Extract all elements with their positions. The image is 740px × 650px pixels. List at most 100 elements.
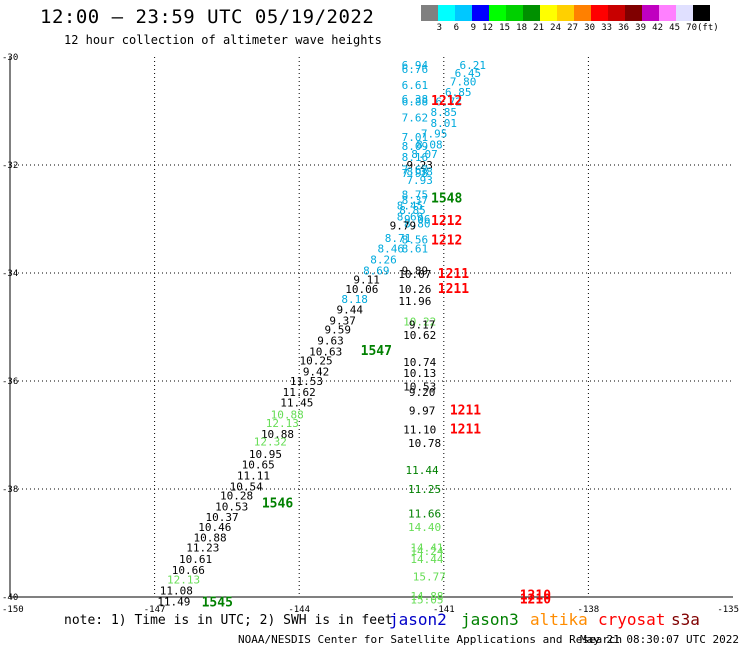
wave-height-point: 11.53 — [290, 375, 323, 388]
wave-height-point: 6.76 — [402, 63, 429, 76]
x-tick-label: -150 — [2, 605, 24, 615]
wave-height-point: 10.22 — [403, 316, 436, 329]
color-scale-label: 3 — [436, 23, 442, 33]
color-scale-label: 24 — [550, 23, 561, 33]
wave-height-point: 11.10 — [403, 424, 436, 437]
wave-height-point: 10.88 — [261, 428, 294, 441]
time-label: 1212 — [431, 94, 462, 109]
y-tick-label: -34 — [2, 269, 18, 279]
wave-height-point: 10.53 — [215, 500, 248, 513]
color-scale-label: 36 — [618, 23, 629, 33]
time-label: 1210 — [520, 593, 551, 608]
color-swatch — [557, 5, 574, 21]
wave-height-point: 11.96 — [398, 295, 431, 308]
wave-height-point: 7.95 — [421, 128, 448, 141]
color-scale-label: 12 — [482, 23, 493, 33]
wave-height-point: 6.38 — [402, 93, 429, 106]
wave-height-point: 10.13 — [403, 367, 436, 380]
time-label: 1546 — [262, 497, 293, 512]
wave-height-point: 9.20 — [409, 386, 436, 399]
wave-height-point: 12.13 — [266, 417, 299, 430]
wave-height-point: 6.72 — [435, 95, 462, 108]
color-scale-label: 30 — [584, 23, 595, 33]
wave-height-point: 14.24 — [410, 545, 443, 558]
legend-jason2: jason2 — [389, 610, 447, 629]
x-tick-label: -135 — [717, 605, 739, 615]
y-tick-label: -30 — [2, 53, 18, 63]
wave-height-point: 9.44 — [337, 304, 364, 317]
color-swatch — [608, 5, 625, 21]
chart-title: 12:00 — 23:59 UTC 05/19/2022 — [40, 6, 375, 28]
wave-height-point: 7.80 — [450, 75, 477, 88]
wave-height-point: 10.74 — [403, 356, 436, 369]
time-label: 1212 — [431, 234, 462, 249]
color-swatch — [574, 5, 591, 21]
wave-height-point: 9.11 — [353, 273, 380, 286]
wave-height-point: 8.08 — [416, 138, 443, 151]
wave-height-point: 8.26 — [370, 254, 397, 267]
wave-height-point: 6.88 — [402, 95, 429, 108]
legend-cryosat: cryosat — [598, 610, 666, 629]
units-note: note: 1) Time is in UTC; 2) SWH is in fe… — [64, 613, 393, 628]
wave-height-point: 8.07 — [411, 148, 438, 161]
wave-height-point: 7.01 — [402, 131, 429, 144]
wave-height-point: 7.98 — [402, 167, 429, 180]
x-tick-label: -144 — [288, 605, 310, 615]
wave-height-point: 10.63 — [309, 345, 342, 358]
y-tick-label: -32 — [2, 161, 18, 171]
color-swatch — [506, 5, 523, 21]
time-label: 1212 — [431, 214, 462, 229]
wave-height-point: 9.17 — [409, 318, 436, 331]
wave-height-point: 8.56 — [402, 234, 429, 247]
wave-height-point: 10.28 — [220, 489, 253, 502]
color-swatch — [591, 5, 608, 21]
color-swatch — [642, 5, 659, 21]
wave-height-point: 7.62 — [402, 111, 429, 124]
wave-height-point: 7.67 — [402, 163, 429, 176]
wave-height-point: 8.71 — [385, 232, 412, 245]
wave-height-point: 15.77 — [413, 570, 446, 583]
credit-line: NOAA/NESDIS Center for Satellite Applica… — [238, 633, 623, 646]
time-label: 1210 — [520, 588, 551, 603]
wave-height-point: 9.59 — [325, 324, 352, 337]
wave-height-point: 9.42 — [303, 365, 330, 378]
wave-height-point: 10.88 — [271, 408, 304, 421]
time-label: 1545 — [202, 595, 233, 610]
wave-height-point: 6.94 — [402, 59, 429, 72]
wave-height-point: 8.09 — [402, 140, 429, 153]
legend-altika: altika — [530, 610, 588, 629]
color-scale-label: 6 — [453, 23, 459, 33]
x-tick-label: -147 — [144, 605, 166, 615]
color-scale-label: 9 — [470, 23, 476, 33]
wave-height-point: 9.63 — [317, 335, 344, 348]
color-swatch — [540, 5, 557, 21]
wave-height-point: 8.45 — [397, 200, 424, 213]
time-label: 1211 — [450, 404, 481, 419]
color-swatch — [421, 5, 438, 21]
wave-height-point: 8.61 — [402, 243, 429, 256]
x-tick-label: -141 — [433, 605, 455, 615]
color-scale-label: 45 — [669, 23, 680, 33]
wave-height-point: 6.21 — [459, 59, 486, 72]
color-swatch — [523, 5, 540, 21]
wave-height-point: 12.32 — [254, 435, 287, 448]
color-swatch — [489, 5, 506, 21]
time-label: 1547 — [361, 344, 392, 359]
wave-height-point: 11.11 — [237, 470, 270, 483]
wave-height-point: 10.65 — [242, 459, 275, 472]
legend-jason3: jason3 — [461, 610, 519, 629]
x-tick-label: -138 — [578, 605, 600, 615]
wave-height-point: 8.18 — [341, 293, 368, 306]
wave-height-point: 6.45 — [455, 67, 482, 80]
y-tick-label: -40 — [2, 593, 18, 603]
wave-height-point: 8.46 — [378, 243, 405, 256]
color-swatch — [625, 5, 642, 21]
color-swatch — [455, 5, 472, 21]
color-scale-label: 15 — [499, 23, 510, 33]
wave-height-point: 11.66 — [408, 507, 441, 520]
wave-height-point: 10.26 — [398, 283, 431, 296]
wave-height-point: 9.79 — [390, 219, 417, 232]
wave-height-point: 11.44 — [406, 464, 439, 477]
wave-height-point: 10.53 — [403, 380, 436, 393]
